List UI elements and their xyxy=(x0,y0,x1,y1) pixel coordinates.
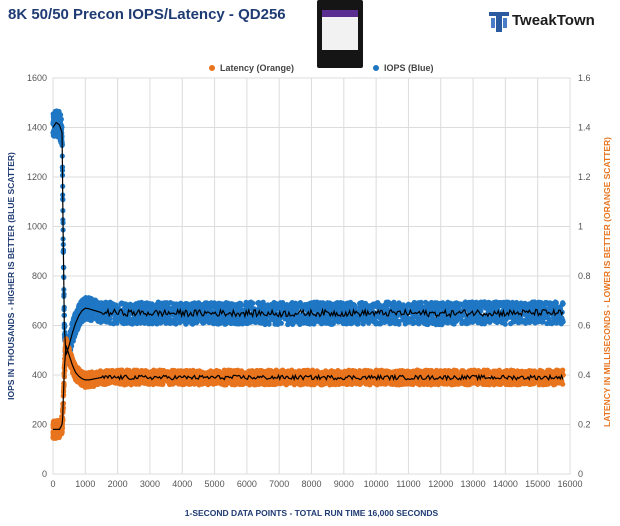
series-iops xyxy=(50,108,566,367)
scatter-point xyxy=(355,321,361,327)
scatter-point xyxy=(553,300,559,306)
scatter-point xyxy=(546,316,552,323)
scatter-point xyxy=(418,299,424,305)
page-title: 8K 50/50 Precon IOPS/Latency - QD256 xyxy=(8,6,286,23)
tweaktown-logo: TweakTown xyxy=(488,10,618,36)
scatter-point xyxy=(278,320,284,326)
chart-grid xyxy=(52,77,571,475)
scatter-point xyxy=(560,319,566,325)
ssd-label-band xyxy=(322,10,358,17)
scatter-point xyxy=(502,321,508,327)
logo-text: TweakTown xyxy=(512,12,595,29)
scatter-point xyxy=(149,301,155,307)
ssd-product-image xyxy=(317,0,363,68)
scatter-point xyxy=(59,429,65,435)
scatter-point xyxy=(250,300,256,306)
scatter-point xyxy=(352,302,358,309)
scatter-point xyxy=(266,319,272,325)
plot-area xyxy=(50,108,566,441)
scatter-point xyxy=(461,312,467,318)
tweaktown-logo-icon xyxy=(489,12,509,32)
series-latency xyxy=(50,336,566,441)
scatter-point xyxy=(57,112,64,118)
ssd-label xyxy=(322,10,358,50)
scatter-point xyxy=(107,316,113,322)
scatter-point xyxy=(173,321,179,327)
scatter-point xyxy=(238,302,244,308)
scatter-point xyxy=(560,301,566,307)
scatter-point xyxy=(58,116,64,122)
scatter-point xyxy=(280,299,286,306)
